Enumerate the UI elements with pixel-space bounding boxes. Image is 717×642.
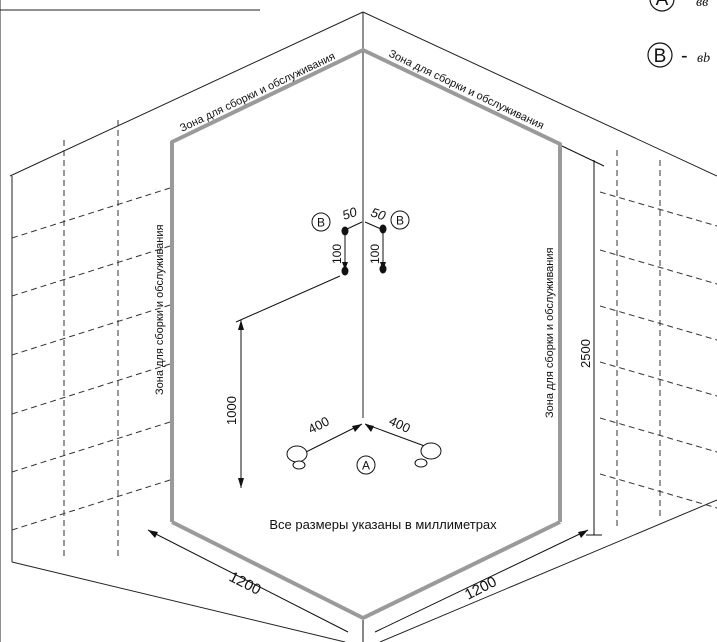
height-dimension: 2500 [561, 145, 605, 536]
arrow-icon [365, 424, 374, 432]
spout-right-top-point [379, 224, 387, 234]
spout-left-marker-letter: B [317, 216, 325, 230]
floor-left-edge [11, 561, 346, 642]
spout-left-offset-text: 50 [340, 204, 359, 223]
height-dimension-text: 2500 [578, 339, 593, 368]
spout-left-marker-circle [311, 212, 331, 232]
arrow-icon [352, 424, 362, 432]
floor-left-dimension-line [147, 529, 349, 633]
zone-floor [171, 520, 561, 620]
floor-right-edge [379, 499, 717, 642]
tile-line [11, 187, 171, 239]
service-zone-outline [170, 48, 562, 620]
legend-a-dash: - [682, 0, 689, 9]
tile-line [599, 191, 717, 227]
height-extension-top [561, 145, 605, 167]
units-note: Все размеры указаны в миллиметрах [269, 517, 497, 532]
tile-line [599, 305, 717, 341]
drain-marker: A [356, 455, 376, 475]
legend-b-letter: B [654, 46, 667, 67]
legend-a-text: вв [696, 0, 708, 10]
legend: A - вв B - вb [647, 0, 710, 68]
tile-line [599, 249, 717, 285]
mixer-height-extension [235, 275, 341, 323]
tile-line [11, 421, 171, 473]
tile-line [11, 363, 171, 415]
spout-left-bottom-point [341, 266, 349, 276]
spout-right-drop-text: 100 [368, 244, 382, 264]
drain-dimensions: 400 400 [297, 413, 431, 457]
drain-left-dimension-text: 400 [306, 413, 332, 436]
tile-line [599, 473, 717, 509]
legend-b-circle [647, 42, 673, 68]
arrow-icon [148, 530, 158, 538]
spout-left-drop-text: 100 [330, 244, 344, 264]
floor-dimensions: 1200 1200 [147, 529, 589, 642]
right-wall-tiles [599, 150, 717, 530]
water-supply: 50 50 100 100 B B [311, 204, 410, 276]
spout-right-offset-line [364, 221, 382, 230]
mixer-height-dimension: 1000 [224, 275, 341, 488]
arrow-icon [578, 530, 588, 538]
drain-left-pipe [292, 460, 306, 470]
spout-left-offset-line [346, 221, 363, 230]
tile-line [11, 479, 171, 531]
drain-marker-circle [356, 455, 376, 475]
drain-left-outlet [286, 445, 308, 463]
drain-right-dimension-line [364, 423, 431, 449]
legend-b-text: вb [697, 51, 710, 66]
zone-label-top-right: Зона для сборки и обслуживания [387, 48, 546, 132]
tile-line [599, 361, 717, 397]
mixer-height-text: 1000 [224, 396, 239, 425]
right-wall-top-edge [362, 11, 717, 177]
left-wall-tiles [11, 120, 171, 560]
zone-walls [170, 48, 562, 522]
spout-right-offset-text: 50 [369, 205, 388, 224]
tile-line [11, 245, 171, 297]
legend-a-letter: A [656, 0, 669, 10]
arrow-icon [238, 320, 244, 330]
zone-label-left: Зона для сборки и обслуживания [154, 224, 166, 395]
drain-right-dimension-text: 400 [387, 413, 413, 436]
tile-line [11, 304, 171, 356]
arrow-icon [342, 262, 348, 270]
floor-right-dimension-line [374, 529, 589, 633]
drain-outlets [286, 442, 442, 470]
spout-right-marker-letter: B [396, 214, 404, 228]
tile-line [599, 417, 717, 453]
spout-right-marker-circle [390, 210, 410, 230]
zone-label-top-left: Зона для сборки и обслуживания [178, 50, 337, 134]
drain-right-outlet [420, 442, 442, 460]
left-wall-top-edge [9, 11, 364, 177]
drain-left-dimension-line [297, 423, 363, 457]
legend-a-circle [649, 0, 675, 12]
floor-left-dimension-text: 1200 [226, 568, 263, 598]
legend-b-dash: - [681, 45, 688, 67]
drain-right-pipe [414, 458, 428, 468]
zone-label-right: Зона для сборки и обслуживания [544, 247, 556, 418]
arrow-icon [238, 478, 244, 488]
drain-marker-letter: A [362, 459, 370, 473]
spout-left-top-point [341, 226, 349, 236]
spout-right-bottom-point [379, 264, 387, 274]
